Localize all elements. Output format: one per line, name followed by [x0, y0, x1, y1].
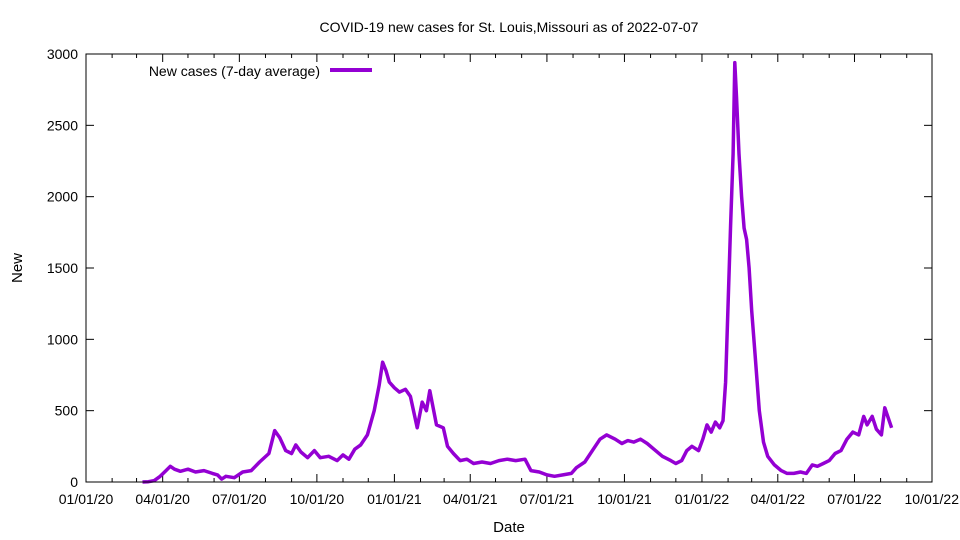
plot-frame	[85, 53, 933, 483]
series-line-0	[142, 60, 894, 484]
legend: New cases (7-day average)	[149, 63, 372, 79]
x-tick-label-6: 07/01/21	[520, 491, 575, 507]
x-tick-label-4: 01/01/21	[367, 491, 422, 507]
x-tick-label-7: 10/01/21	[597, 491, 652, 507]
y-tick-label-1: 500	[55, 403, 79, 419]
x-tick-label-8: 01/01/22	[675, 491, 730, 507]
y-axis-label: New	[9, 253, 26, 283]
y-axis-ticks: 0 500 1000 1500 2000 2500 3000	[47, 46, 932, 490]
y-tick-label-5: 2500	[47, 117, 78, 133]
series-layer	[142, 60, 894, 484]
y-tick-label-6: 3000	[47, 46, 78, 62]
x-tick-label-9: 04/01/22	[751, 491, 806, 507]
y-tick-label-0: 0	[70, 474, 78, 490]
x-axis-label: Date	[493, 519, 525, 536]
x-tick-label-0: 01/01/20	[59, 491, 114, 507]
y-tick-label-4: 2000	[47, 189, 78, 205]
chart-title: COVID-19 new cases for St. Louis,Missour…	[320, 19, 699, 35]
x-tick-label-5: 04/01/21	[443, 491, 498, 507]
x-tick-label-2: 07/01/20	[212, 491, 267, 507]
x-tick-label-1: 04/01/20	[135, 491, 190, 507]
x-axis-ticks: 01/01/20 04/01/20 07/01/20 10/01/20 01/01/21…	[59, 54, 959, 507]
x-tick-label-10: 07/01/22	[827, 491, 882, 507]
x-tick-label-11: 10/01/22	[905, 491, 960, 507]
y-tick-label-2: 1000	[47, 331, 78, 347]
legend-label: New cases (7-day average)	[149, 63, 320, 79]
x-tick-label-3: 10/01/20	[290, 491, 345, 507]
y-tick-label-3: 1500	[47, 260, 78, 276]
